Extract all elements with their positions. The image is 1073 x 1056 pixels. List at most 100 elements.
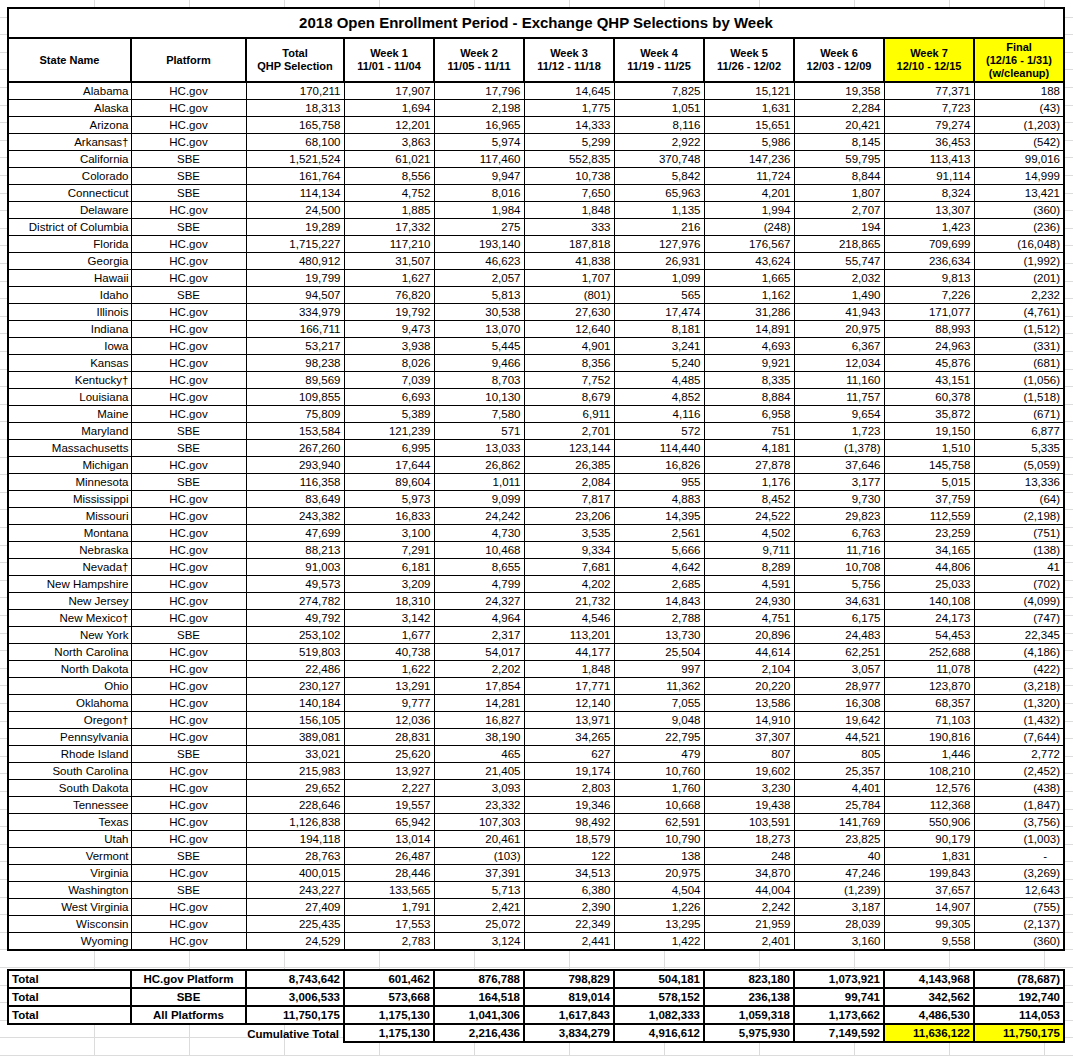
value-cell[interactable]: 3,187 (794, 899, 884, 916)
value-cell[interactable]: 27,630 (524, 304, 614, 321)
value-cell[interactable]: 60,378 (884, 389, 974, 406)
value-cell[interactable]: 274,782 (246, 593, 344, 610)
value-cell[interactable]: 218,865 (794, 236, 884, 253)
value-cell[interactable]: 8,703 (434, 372, 524, 389)
value-cell[interactable]: 3,863 (344, 134, 434, 151)
state-cell[interactable]: Florida (8, 236, 131, 253)
value-cell[interactable]: 13,291 (344, 678, 434, 695)
value-cell[interactable]: 14,333 (524, 117, 614, 134)
value-cell[interactable]: 5,756 (794, 576, 884, 593)
value-cell[interactable]: 4,546 (524, 610, 614, 627)
value-cell[interactable]: 8,324 (884, 185, 974, 202)
value-cell[interactable]: 109,855 (246, 389, 344, 406)
value-cell[interactable]: 62,591 (614, 814, 704, 831)
value-cell[interactable]: 5,299 (524, 134, 614, 151)
value-cell[interactable]: 112,559 (884, 508, 974, 525)
value-cell[interactable]: 519,803 (246, 644, 344, 661)
value-cell[interactable]: 5,445 (434, 338, 524, 355)
value-cell[interactable]: 88,993 (884, 321, 974, 338)
state-cell[interactable]: Wyoming (8, 933, 131, 951)
cumulative-value-cell[interactable]: 2,216,436 (434, 1024, 524, 1042)
value-cell[interactable]: 89,569 (246, 372, 344, 389)
value-cell[interactable]: 166,711 (246, 321, 344, 338)
value-cell[interactable]: 228,646 (246, 797, 344, 814)
platform-cell[interactable]: HC.gov (131, 525, 246, 542)
value-cell[interactable]: 14,645 (524, 82, 614, 100)
value-cell[interactable]: 12,576 (884, 780, 974, 797)
value-cell[interactable]: 2,242 (704, 899, 794, 916)
state-cell[interactable]: California (8, 151, 131, 168)
value-cell[interactable]: 13,730 (614, 627, 704, 644)
value-cell[interactable]: 9,558 (884, 933, 974, 951)
total-value-cell[interactable]: 114,053 (974, 1006, 1064, 1024)
value-cell[interactable]: 10,668 (614, 797, 704, 814)
value-cell[interactable]: 12,034 (794, 355, 884, 372)
value-cell[interactable]: 138 (614, 848, 704, 865)
platform-cell[interactable]: HC.gov (131, 678, 246, 695)
value-cell[interactable]: 5,240 (614, 355, 704, 372)
value-cell[interactable]: 1,631 (704, 100, 794, 117)
total-platform-cell[interactable]: HC.gov Platform (131, 970, 246, 988)
value-cell[interactable]: 293,940 (246, 457, 344, 474)
total-value-cell[interactable]: 192,740 (974, 988, 1064, 1006)
platform-cell[interactable]: HC.gov (131, 797, 246, 814)
value-cell[interactable]: 114,134 (246, 185, 344, 202)
value-cell[interactable]: 1,760 (614, 780, 704, 797)
value-cell[interactable]: 65,942 (344, 814, 434, 831)
value-cell[interactable]: 709,699 (884, 236, 974, 253)
platform-cell[interactable]: SBE (131, 185, 246, 202)
total-label-cell[interactable]: Total (8, 988, 131, 1006)
value-cell[interactable]: 1,162 (704, 287, 794, 304)
value-cell[interactable]: 2,922 (614, 134, 704, 151)
state-cell[interactable]: Iowa (8, 338, 131, 355)
header-cell-0[interactable]: State Name (8, 38, 131, 82)
value-cell[interactable]: (1,239) (794, 882, 884, 899)
total-platform-cell[interactable]: All Platforms (131, 1006, 246, 1024)
value-cell[interactable]: 49,792 (246, 610, 344, 627)
value-cell[interactable]: 89,604 (344, 474, 434, 491)
value-cell[interactable]: 400,015 (246, 865, 344, 882)
value-cell[interactable]: 3,142 (344, 610, 434, 627)
state-cell[interactable]: Washington (8, 882, 131, 899)
total-value-cell[interactable]: 601,462 (344, 970, 434, 988)
value-cell[interactable]: 59,795 (794, 151, 884, 168)
state-cell[interactable]: New Mexico† (8, 610, 131, 627)
value-cell[interactable]: 552,835 (524, 151, 614, 168)
value-cell[interactable]: 3,100 (344, 525, 434, 542)
value-cell[interactable]: 145,758 (884, 457, 974, 474)
value-cell[interactable]: 4,964 (434, 610, 524, 627)
value-cell[interactable]: 2,561 (614, 525, 704, 542)
value-cell[interactable]: 2,104 (704, 661, 794, 678)
value-cell[interactable]: 10,708 (794, 559, 884, 576)
total-value-cell[interactable]: 819,014 (524, 988, 614, 1006)
value-cell[interactable]: 28,446 (344, 865, 434, 882)
value-cell[interactable]: 5,842 (614, 168, 704, 185)
value-cell[interactable]: 16,965 (434, 117, 524, 134)
value-cell[interactable]: 9,048 (614, 712, 704, 729)
value-cell[interactable]: 24,529 (246, 933, 344, 951)
value-cell[interactable]: (360) (974, 202, 1064, 219)
value-cell[interactable]: 1,715,227 (246, 236, 344, 253)
value-cell[interactable]: (1,320) (974, 695, 1064, 712)
value-cell[interactable]: 2,788 (614, 610, 704, 627)
value-cell[interactable]: 8,655 (434, 559, 524, 576)
value-cell[interactable]: 1,885 (344, 202, 434, 219)
value-cell[interactable]: 41,943 (794, 304, 884, 321)
value-cell[interactable]: 17,796 (434, 82, 524, 100)
value-cell[interactable]: 5,713 (434, 882, 524, 899)
value-cell[interactable]: 8,181 (614, 321, 704, 338)
value-cell[interactable]: 16,833 (344, 508, 434, 525)
value-cell[interactable]: 1,226 (614, 899, 704, 916)
value-cell[interactable]: 230,127 (246, 678, 344, 695)
value-cell[interactable]: 5,389 (344, 406, 434, 423)
value-cell[interactable]: (751) (974, 525, 1064, 542)
value-cell[interactable]: 11,078 (884, 661, 974, 678)
state-cell[interactable]: Pennsylvania (8, 729, 131, 746)
total-value-cell[interactable]: 99,741 (794, 988, 884, 1006)
value-cell[interactable]: 88,213 (246, 542, 344, 559)
value-cell[interactable]: 2,057 (434, 270, 524, 287)
value-cell[interactable]: (422) (974, 661, 1064, 678)
value-cell[interactable]: 108,210 (884, 763, 974, 780)
value-cell[interactable]: 3,535 (524, 525, 614, 542)
value-cell[interactable]: (1,432) (974, 712, 1064, 729)
